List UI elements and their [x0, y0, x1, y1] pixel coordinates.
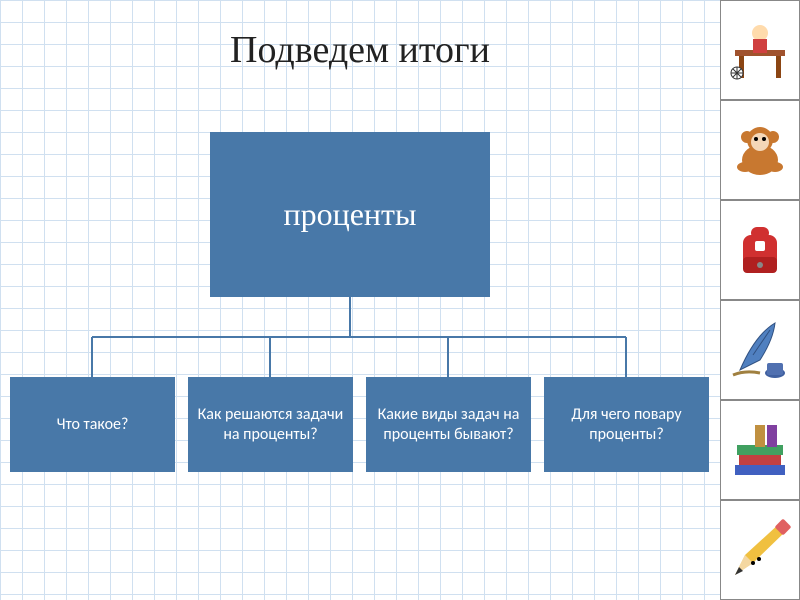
- monkey-icon: [720, 100, 800, 200]
- slide-content: Подведем итоги проценты Что такое? Как р…: [0, 0, 720, 600]
- clipart-sidebar: [720, 0, 800, 600]
- books-stack-icon: [720, 400, 800, 500]
- page-title: Подведем итоги: [0, 0, 720, 72]
- pencil-icon: [720, 500, 800, 600]
- summary-diagram: проценты Что такое? Как решаются задачи …: [0, 132, 720, 552]
- backpack-icon: [720, 200, 800, 300]
- quill-inkwell-icon: [720, 300, 800, 400]
- tree-connectors: [0, 132, 720, 552]
- student-desk-icon: [720, 0, 800, 100]
